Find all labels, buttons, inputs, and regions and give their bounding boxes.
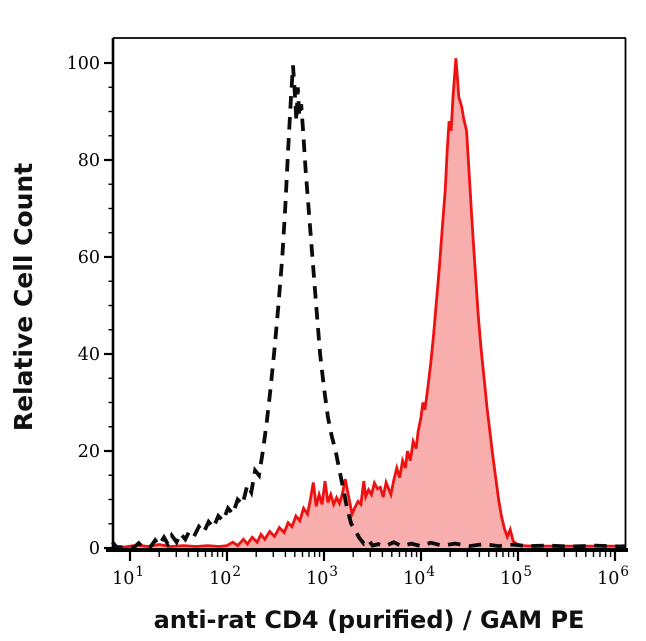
y-tick-label: 0 — [89, 539, 100, 559]
plot-area — [111, 58, 625, 550]
x-tick-label: 105 — [500, 564, 532, 589]
x-tick-label: 106 — [597, 564, 629, 589]
y-axis-title: Relative Cell Count — [9, 163, 38, 431]
x-axis-title: anti-rat CD4 (purified) / GAM PE — [154, 606, 585, 634]
x-tick-label: 104 — [403, 564, 435, 589]
y-tick-label: 20 — [78, 442, 100, 462]
x-tick-label: 103 — [306, 564, 338, 589]
axis-tick-labels: 0 20 40 60 80 100 101 102 103 104 105 106 — [67, 54, 629, 589]
control-dashed-curve — [111, 65, 625, 550]
axis-ticks — [104, 61, 617, 561]
y-tick-label: 40 — [78, 345, 100, 365]
stained-sample-curve — [112, 58, 625, 549]
x-tick-label: 101 — [112, 564, 144, 589]
x-tick-label: 102 — [209, 564, 241, 589]
stained-sample-fill — [112, 58, 625, 548]
axis-spines — [106, 37, 628, 552]
y-tick-label: 80 — [78, 151, 100, 171]
y-tick-label: 60 — [78, 248, 100, 268]
y-tick-label: 100 — [67, 54, 100, 74]
